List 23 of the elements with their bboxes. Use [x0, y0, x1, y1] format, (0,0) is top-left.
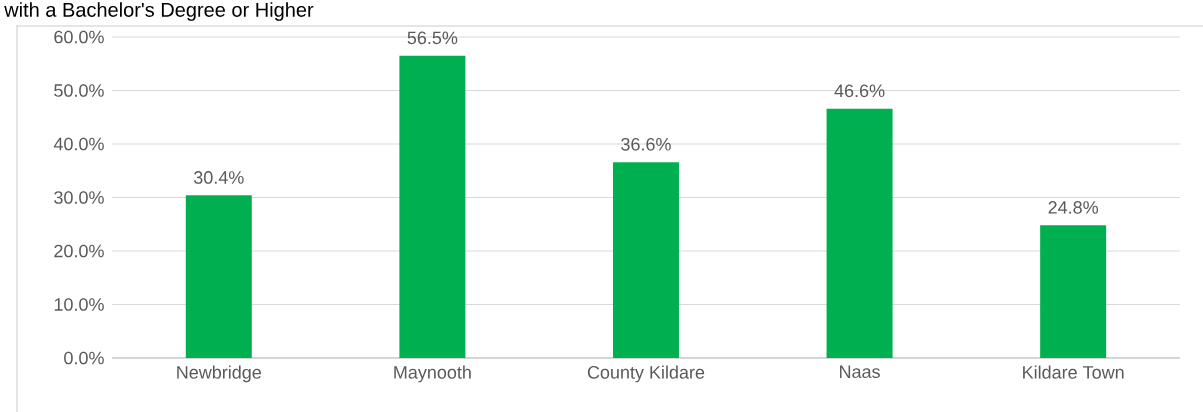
data-label: 30.4%: [193, 171, 244, 184]
data-label: 46.6%: [834, 84, 885, 98]
bar: [1040, 225, 1107, 358]
data-label: 24.8%: [1048, 201, 1099, 214]
x-tick-label: Naas: [840, 365, 880, 379]
data-label: 36.6%: [621, 137, 671, 151]
y-tick-label: 50.0%: [54, 84, 104, 97]
bar: [612, 162, 679, 358]
y-tick-label: 40.0%: [53, 137, 104, 151]
x-tick-label: County Kildare: [587, 365, 705, 383]
x-tick-label: Kildare Town: [1023, 365, 1124, 379]
y-tick-label: 30.0%: [54, 191, 104, 204]
y-tick-label: 20.0%: [54, 244, 104, 258]
bar: [399, 55, 466, 358]
chart-title: with a Bachelor's Degree or Higher: [4, 2, 314, 21]
y-tick-label: 0.0%: [64, 351, 104, 365]
x-tick-label: Maynooth: [394, 365, 471, 383]
bar: [826, 108, 893, 358]
data-label: 56.5%: [407, 31, 458, 45]
y-tick-label: 10.0%: [54, 298, 104, 311]
y-tick-label: 60.0%: [54, 30, 104, 44]
bar: [185, 195, 252, 358]
x-tick-label: Newbridge: [177, 365, 261, 383]
